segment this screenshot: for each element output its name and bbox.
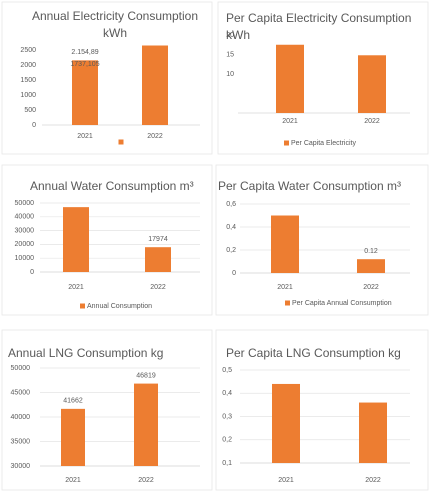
y-tick-label: 35000: [11, 438, 31, 445]
legend-swatch: [285, 300, 290, 306]
bar: [276, 44, 304, 113]
panel: [1, 1, 213, 155]
y-tick-label: 0,5: [222, 367, 232, 374]
legend-label: Per Capita Electricity: [291, 140, 356, 147]
y-tick-label: 0: [30, 269, 34, 276]
y-tick-label: 10: [226, 71, 234, 78]
y-tick-label: 0,4: [222, 390, 232, 397]
y-tick-label: 0,4: [226, 224, 236, 231]
chart-title: Annual LNG Consumption kg: [8, 346, 164, 360]
bar: [72, 60, 98, 125]
x-tick-label: 2021: [65, 477, 81, 484]
bar: [134, 383, 158, 466]
chart-title: Per Capita LNG Consumption kg: [226, 346, 401, 360]
x-tick-label: 2022: [364, 118, 380, 125]
legend-label: Per Capita Annual Consumption: [292, 300, 392, 307]
bar: [272, 383, 300, 463]
y-tick-label: 40000: [11, 414, 31, 421]
y-tick-label: 500: [24, 107, 36, 114]
y-tick-label: 40000: [15, 214, 35, 221]
chart-title: Per Capita Water Consumption m³: [218, 179, 401, 193]
y-tick-label: 0,2: [222, 437, 232, 444]
y-tick-label: 30000: [15, 227, 35, 234]
y-tick-label: 2000: [20, 62, 36, 69]
y-tick-label: 45000: [11, 389, 31, 396]
chart-title: Annual Electricity Consumption kWh: [31, 9, 199, 40]
bar: [271, 215, 299, 273]
y-tick-label: 20: [226, 32, 234, 39]
bar: [145, 247, 171, 272]
x-tick-label: 2021: [77, 133, 93, 140]
y-tick-label: 15: [226, 51, 234, 58]
panel: [217, 1, 429, 155]
y-tick-label: 0,1: [222, 460, 232, 467]
y-tick-label: 0,6: [226, 201, 236, 208]
legend-swatch: [284, 140, 289, 146]
bar: [358, 55, 386, 113]
annotation: 1737,105: [70, 61, 99, 68]
x-tick-label: 2022: [150, 284, 166, 291]
x-tick-label: 2022: [147, 133, 163, 140]
value-label: 0.12: [364, 248, 378, 255]
y-tick-label: 10000: [15, 255, 35, 262]
bar: [61, 408, 85, 466]
bar: [142, 45, 168, 125]
value-label: 2.154,89: [71, 49, 98, 56]
y-tick-label: 1500: [20, 77, 36, 84]
x-tick-label: 2021: [278, 477, 294, 484]
legend-swatch: [80, 303, 85, 309]
panel: [1, 164, 213, 316]
x-tick-label: 2022: [365, 477, 381, 484]
y-tick-label: 0: [232, 270, 236, 277]
y-tick-label: 50000: [11, 365, 31, 372]
value-label: 17974: [148, 236, 168, 243]
value-label: 46819: [136, 372, 156, 379]
y-tick-label: 1000: [20, 92, 36, 99]
x-tick-label: 2021: [277, 284, 293, 291]
x-tick-label: 2021: [282, 118, 298, 125]
y-tick-label: 20000: [15, 241, 35, 248]
y-tick-label: 2500: [20, 47, 36, 54]
bar: [63, 207, 89, 272]
chart-title: Annual Water Consumption m³: [30, 179, 194, 193]
y-tick-label: 30000: [11, 463, 31, 470]
bar: [357, 259, 385, 273]
x-tick-label: 2022: [363, 284, 379, 291]
value-label: 41662: [63, 398, 83, 405]
panel: [215, 164, 429, 316]
y-tick-label: 0: [32, 122, 36, 129]
legend-swatch: [118, 139, 124, 145]
x-tick-label: 2022: [138, 477, 154, 484]
x-tick-label: 2021: [68, 284, 84, 291]
y-tick-label: 0,2: [226, 247, 236, 254]
panel: [215, 329, 429, 491]
chart-title: Per Capita Electricity Consumption kWh: [226, 11, 412, 42]
panel: [1, 329, 213, 491]
bar: [359, 402, 387, 463]
legend-label: Annual Consumption: [87, 303, 152, 310]
y-tick-label: 50000: [15, 200, 35, 207]
y-tick-label: 0,3: [222, 413, 232, 420]
